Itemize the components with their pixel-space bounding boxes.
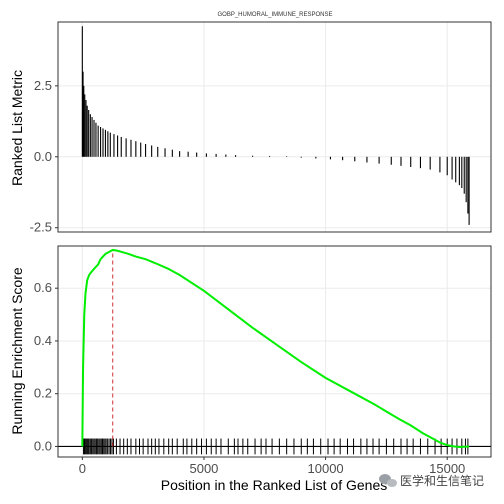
ranked-metric-panel-border: [57, 21, 492, 233]
ranked-metric-y-title: Ranked List Metric: [9, 70, 25, 186]
y-tick-label: 0.6: [34, 280, 52, 295]
ranked-metric-grid: [58, 22, 491, 232]
ranked-metric-y-axis: -2.5 0.0 2.5: [30, 78, 58, 235]
watermark-text: 医学和生信笔记: [400, 473, 484, 488]
watermark: 医学和生信笔记: [379, 473, 484, 488]
plot-title: GOBP_HUMORAL_IMMUNE_RESPONSE: [217, 12, 332, 18]
x-tick-label: 0: [79, 461, 86, 476]
y-tick-label: 0.4: [34, 333, 52, 348]
x-tick-label: 15000: [429, 461, 465, 476]
running-es-line: [81, 248, 470, 448]
enrichment-grid: [58, 246, 491, 457]
ranked-metric-bars: [81, 26, 470, 225]
enrichment-panel-border: [57, 245, 492, 458]
y-tick-label: 2.5: [34, 78, 52, 93]
x-axis-title: Position in the Ranked List of Genes: [161, 477, 387, 493]
y-tick-label: 0.2: [34, 386, 52, 401]
wechat-icon: [379, 474, 397, 487]
y-tick-label: 0.0: [34, 149, 52, 164]
ranked-metric-panel: -2.5 0.0 2.5 Ranked List Metric: [9, 21, 492, 235]
x-tick-label: 10000: [308, 461, 344, 476]
y-tick-label: -2.5: [30, 220, 52, 235]
y-tick-label: 0.0: [34, 438, 52, 453]
enrichment-x-axis: 0 5000 10000 15000: [79, 457, 465, 476]
enrichment-y-axis: 0.0 0.2 0.4 0.6: [34, 280, 58, 453]
x-tick-label: 5000: [189, 461, 218, 476]
enrichment-y-title: Running Enrichment Score: [9, 267, 25, 435]
enrichment-panel: 0.0 0.2 0.4 0.6 0 5000 10000 15000 Running Enr…: [9, 245, 492, 493]
